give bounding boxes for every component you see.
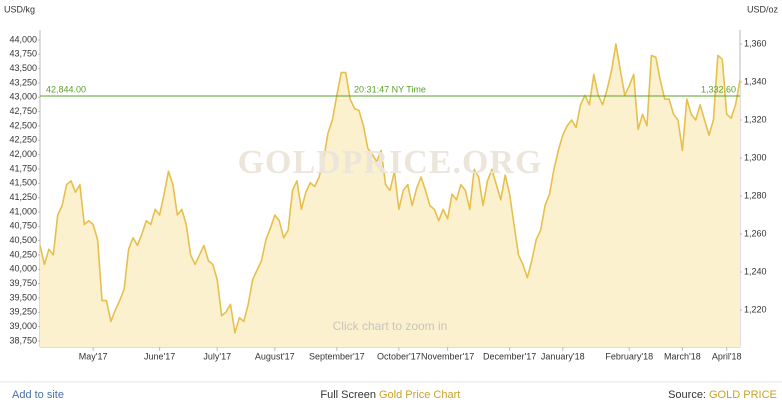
watermark: GOLDPRICE.ORG (238, 144, 543, 181)
reference-left-label: 42,844.00 (46, 84, 86, 94)
x-tick-label: July'17 (203, 351, 231, 361)
plot: 38,750 39,000 39,250 39,500 39,750 40,000 40,2… (9, 30, 767, 361)
y-tick-label: 39,750 (9, 278, 37, 288)
y-tick-label: 42,750 (9, 106, 37, 116)
y-tick-label: 43,500 (9, 63, 37, 73)
x-tick-label: June'17 (144, 351, 175, 361)
y-axis-label: USD/kg (4, 4, 35, 14)
y2-tick-label: 1,320 (744, 114, 767, 124)
y2-tick-label: 1,340 (744, 76, 767, 86)
x-tick-label: November'17 (421, 351, 474, 361)
y-tick-label: 40,500 (9, 235, 37, 245)
full-screen[interactable]: Full Screen (320, 389, 376, 401)
reference-right-label: 1,332.60 (701, 84, 736, 94)
source-link[interactable]: GOLD PRICE (709, 389, 777, 401)
y-tick-label: 39,250 (9, 307, 37, 317)
source-label: Source: (668, 389, 706, 401)
x-tick-label: February'18 (605, 351, 653, 361)
y-tick-label: 40,000 (9, 264, 37, 274)
y-tick-label: 41,500 (9, 178, 37, 188)
y-tick-label: 44,000 (9, 34, 37, 44)
y-tick-label: 38,750 (9, 335, 37, 345)
x-tick-label: March'18 (664, 351, 701, 361)
y2-tick-label: 1,220 (744, 304, 767, 314)
y-tick-label: 43,750 (9, 49, 37, 59)
y-tick-label: 40,250 (9, 249, 37, 259)
y2-axis-label: USD/oz (747, 4, 779, 14)
x-tick-label: January'18 (541, 351, 585, 361)
y-tick-label: 42,500 (9, 120, 37, 130)
y-tick-label: 39,000 (9, 321, 37, 331)
x-tick-label: December'17 (483, 351, 536, 361)
x-tick-label: October'17 (377, 351, 421, 361)
x-tick-label: September'17 (309, 351, 365, 361)
x-tick-label: August'17 (255, 351, 295, 361)
y2-tick-label: 1,280 (744, 190, 767, 200)
x-tick-label: April'18 (712, 351, 742, 361)
y-tick-label: 41,000 (9, 206, 37, 216)
y-tick-label: 42,250 (9, 135, 37, 145)
y-tick-label: 43,000 (9, 92, 37, 102)
y2-tick-label: 1,360 (744, 38, 767, 48)
y-tick-label: 40,750 (9, 221, 37, 231)
area (40, 43, 740, 347)
reference-time: 20:31:47 NY Time (354, 84, 426, 94)
y-tick-label: 41,250 (9, 192, 37, 202)
x-tick-label: May'17 (79, 351, 108, 361)
line (39, 43, 741, 334)
y2-tick-label: 1,260 (744, 228, 767, 238)
y-tick-label: 42,000 (9, 149, 37, 159)
y-tick-label: 39,500 (9, 292, 37, 302)
y-tick-label: 41,750 (9, 163, 37, 173)
y-tick-label: 43,250 (9, 77, 37, 87)
gold-price-chart-link[interactable]: Gold Price Chart (379, 389, 460, 401)
add-to-site[interactable]: Add to site (12, 389, 64, 401)
zoom-hint[interactable]: Click chart to zoom in (333, 319, 448, 333)
y2-tick-label: 1,240 (744, 266, 767, 276)
y2-tick-label: 1,300 (744, 152, 767, 162)
